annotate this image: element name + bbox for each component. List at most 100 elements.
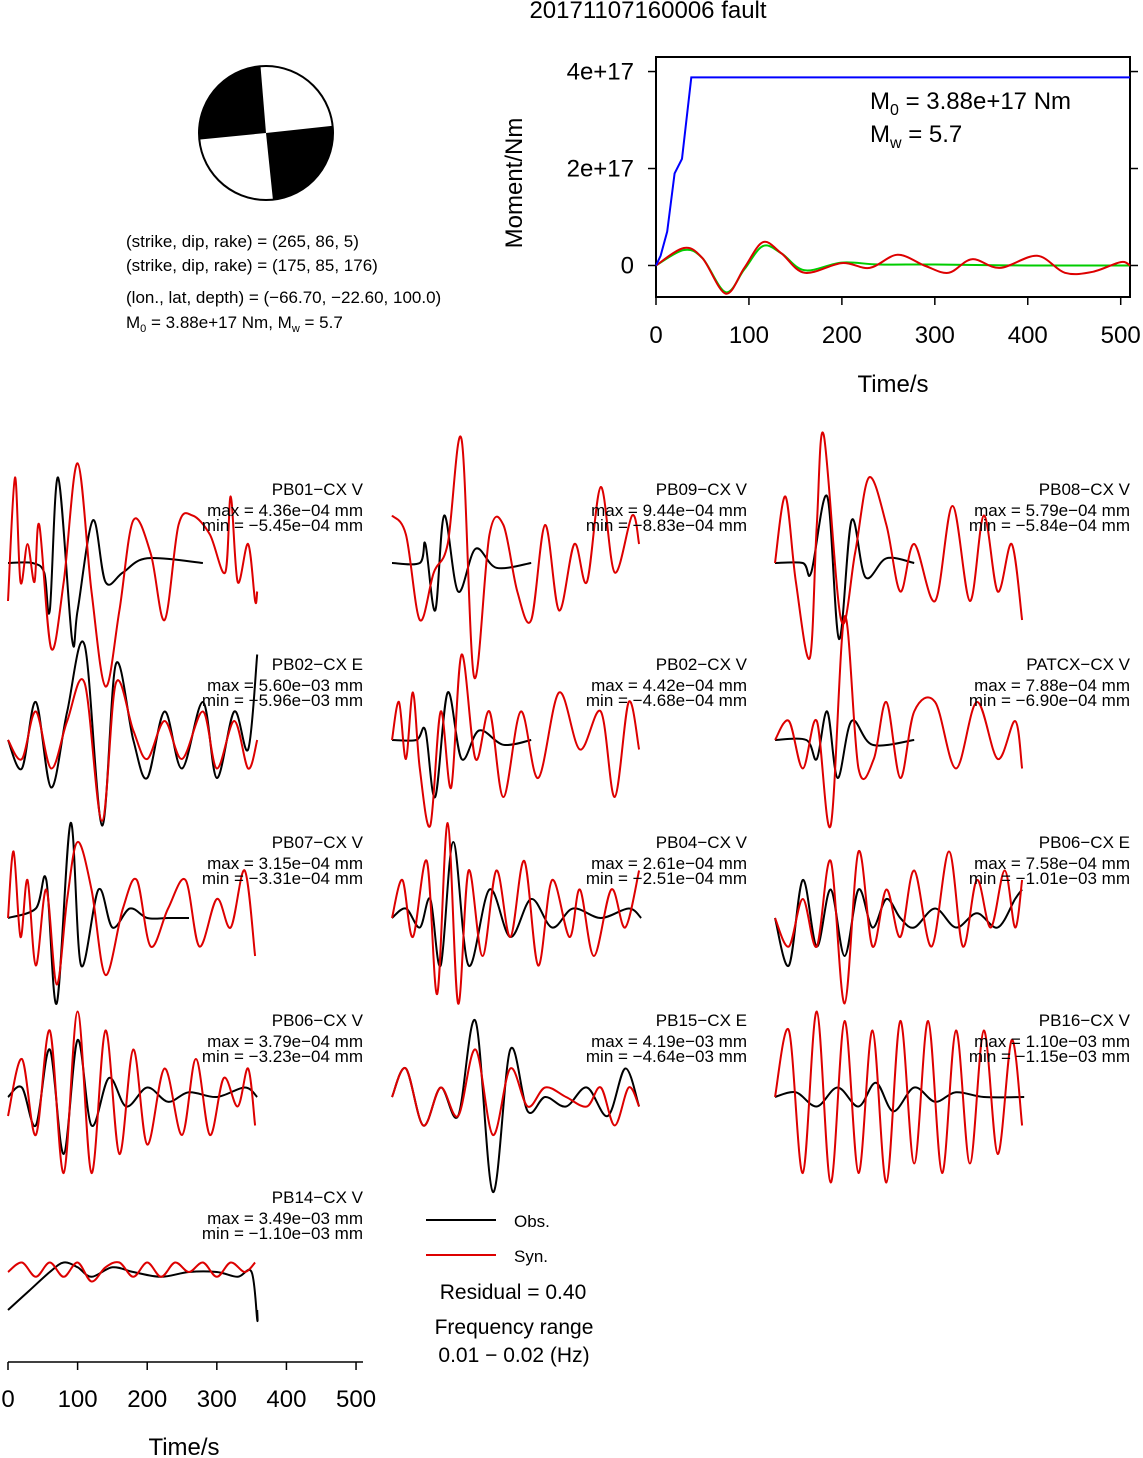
waveform-xtick-label: 100: [58, 1386, 98, 1413]
moment-xtick-label: 500: [1101, 322, 1141, 349]
moment-rate-line: [655, 240, 1131, 295]
figure-title: 20171107160006 fault: [529, 0, 766, 24]
station-name: PB08−CX V: [1039, 480, 1131, 499]
moment-xtick-label: 100: [729, 322, 769, 349]
station-name: PB02−CX E: [272, 655, 363, 674]
station-max: max = 3.49e−03 mm: [207, 1209, 363, 1228]
station-max: max = 3.15e−04 mm: [207, 854, 363, 873]
beachball-compression-quadrant-se: [266, 125, 333, 200]
station-max: max = 5.60e−03 mm: [207, 676, 363, 695]
synthetic-trace: [7, 678, 259, 822]
observed-trace: [7, 640, 259, 827]
moment-xtick-label: 0: [649, 322, 662, 349]
plane1-text: (strike, dip, rake) = (265, 86, 5): [126, 232, 359, 251]
station-name: PB02−CX V: [656, 655, 748, 674]
station-name: PB09−CX V: [656, 480, 748, 499]
moment-xlabel: Time/s: [857, 371, 928, 398]
synthetic-trace: [391, 821, 641, 1005]
observed-trace: [774, 878, 1023, 967]
moment-chart: Moment/Nm Time/s M0 = 3.88e+17 Nm Mw = 5…: [501, 56, 1141, 398]
station-min: min = −3.31e−04 mm: [202, 869, 363, 888]
waveform-xtick-label: 500: [336, 1386, 376, 1413]
observed-trace: [7, 1261, 259, 1322]
moment-annotation-mw: Mw = 5.7: [870, 121, 962, 152]
cumulative-moment-line: [655, 76, 1130, 266]
station-max: max = 2.61e−04 mm: [591, 854, 747, 873]
moment-summary-text: M0 = 3.88e+17 Nm, Mw = 5.7: [126, 313, 343, 335]
moment-ytick-label: 4e+17: [567, 59, 634, 86]
residual-text: Residual = 0.40: [440, 1281, 587, 1304]
waveform-xtick-label: 300: [197, 1386, 237, 1413]
station-name: PB16−CX V: [1039, 1011, 1131, 1030]
observed-trace: [774, 710, 915, 780]
station-min: min = −6.90e−04 mm: [969, 691, 1130, 710]
station-max: max = 7.88e−04 mm: [974, 676, 1130, 695]
moment-annotation-m0: M0 = 3.88e+17 Nm: [870, 88, 1071, 119]
moment-ylabel: Moment/Nm: [501, 118, 528, 249]
synthetic-trace: [7, 1261, 256, 1283]
station-name: PATCX−CX V: [1026, 655, 1130, 674]
synthetic-trace: [391, 653, 641, 828]
plane2-text: (strike, dip, rake) = (175, 85, 176): [126, 256, 378, 275]
observed-trace: [774, 494, 915, 641]
station-max: max = 9.44e−04 mm: [591, 501, 747, 520]
synthetic-trace: [7, 1010, 257, 1175]
legend-obs-label: Obs.: [514, 1212, 550, 1231]
synthetic-trace: [774, 615, 1024, 829]
synthetic-trace: [391, 1048, 641, 1137]
beachball: [198, 65, 334, 201]
waveform-xtick-label: 400: [266, 1386, 306, 1413]
observed-trace: [774, 1081, 1025, 1113]
station-name: PB06−CX V: [272, 1011, 364, 1030]
synthetic-trace: [774, 431, 1024, 660]
frequency-range-value: 0.01 − 0.02 (Hz): [438, 1344, 589, 1367]
station-name: PB06−CX E: [1039, 833, 1130, 852]
station-name: PB01−CX V: [272, 480, 364, 499]
station-name: PB14−CX V: [272, 1188, 364, 1207]
frequency-range-label: Frequency range: [435, 1316, 594, 1339]
station-min: min = −8.83e−04 mm: [586, 516, 747, 535]
station-min: min = −1.10e−03 mm: [202, 1224, 363, 1243]
station-max: max = 4.42e−04 mm: [591, 676, 747, 695]
synthetic-trace: [774, 850, 1024, 1005]
station-max: max = 5.79e−04 mm: [974, 501, 1130, 520]
station-min: min = −1.15e−03 mm: [969, 1047, 1130, 1066]
station-name: PB04−CX V: [656, 833, 748, 852]
station-name: PB07−CX V: [272, 833, 364, 852]
station-max: max = 3.79e−04 mm: [207, 1032, 363, 1051]
synthetic-trace: [774, 1010, 1024, 1184]
station-min: min = −3.23e−04 mm: [202, 1047, 363, 1066]
station-max: max = 7.58e−04 mm: [974, 854, 1130, 873]
station-max: max = 4.19e−03 mm: [591, 1032, 747, 1051]
station-min: min = −4.68e−04 mm: [586, 691, 747, 710]
moment-xtick-label: 400: [1008, 322, 1048, 349]
location-text: (lon., lat, depth) = (−66.70, −22.60, 10…: [126, 288, 441, 307]
station-name: PB15−CX E: [656, 1011, 747, 1030]
moment-ytick-label: 0: [621, 252, 634, 279]
waveform-xtick-label: 0: [1, 1386, 14, 1413]
station-min: min = −2.51e−04 mm: [586, 869, 747, 888]
synthetic-trace: [391, 435, 641, 680]
synthetic-trace: [7, 840, 257, 986]
station-max: max = 1.10e−03 mm: [974, 1032, 1130, 1051]
legend-syn-label: Syn.: [514, 1247, 548, 1266]
observed-trace: [7, 821, 189, 1005]
station-min: min = −1.01e−03 mm: [969, 869, 1130, 888]
moment-xtick-label: 300: [915, 322, 955, 349]
station-min: min = −5.84e−04 mm: [969, 516, 1130, 535]
